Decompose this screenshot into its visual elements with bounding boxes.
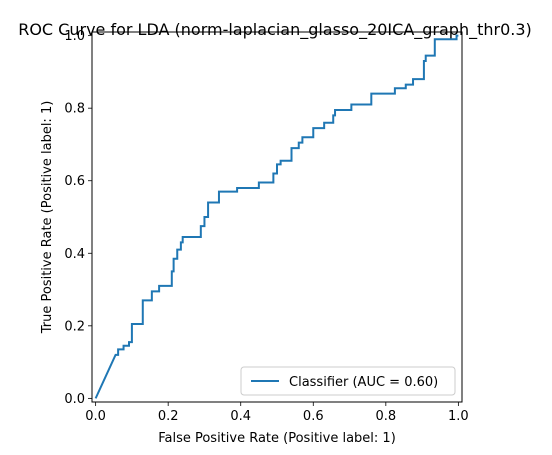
legend: Classifier (AUC = 0.60) bbox=[240, 366, 456, 396]
x-tick-label: 0.0 bbox=[85, 409, 106, 424]
y-axis-label: True Positive Rate (Positive label: 1) bbox=[40, 101, 55, 335]
x-tick-label: 0.8 bbox=[375, 409, 396, 424]
y-tick-label: 1.0 bbox=[64, 29, 85, 44]
legend-box bbox=[240, 366, 456, 396]
y-axis-ticks: 0.0 0.2 0.4 0.6 0.8 1.0 bbox=[64, 29, 92, 407]
y-tick-label: 0.4 bbox=[64, 247, 85, 262]
y-tick-label: 0.0 bbox=[64, 392, 85, 407]
legend-entry-label: Classifier (AUC = 0.60) bbox=[289, 375, 438, 390]
x-tick-label: 0.4 bbox=[230, 409, 251, 424]
x-tick-label: 1.0 bbox=[448, 409, 469, 424]
x-axis-label: False Positive Rate (Positive label: 1) bbox=[158, 431, 396, 446]
x-tick-label: 0.6 bbox=[303, 409, 324, 424]
chart-title: ROC Curve for LDA (norm-laplacian_glasso… bbox=[18, 20, 532, 40]
x-tick-label: 0.2 bbox=[158, 409, 179, 424]
roc-curve-line bbox=[94, 34, 459, 399]
y-tick-label: 0.6 bbox=[64, 174, 85, 189]
plot-area-frame bbox=[91, 31, 463, 403]
y-tick-label: 0.2 bbox=[64, 319, 85, 334]
y-tick-label: 0.8 bbox=[64, 102, 85, 117]
x-axis-ticks: 0.0 0.2 0.4 0.6 0.8 1.0 bbox=[85, 402, 469, 424]
